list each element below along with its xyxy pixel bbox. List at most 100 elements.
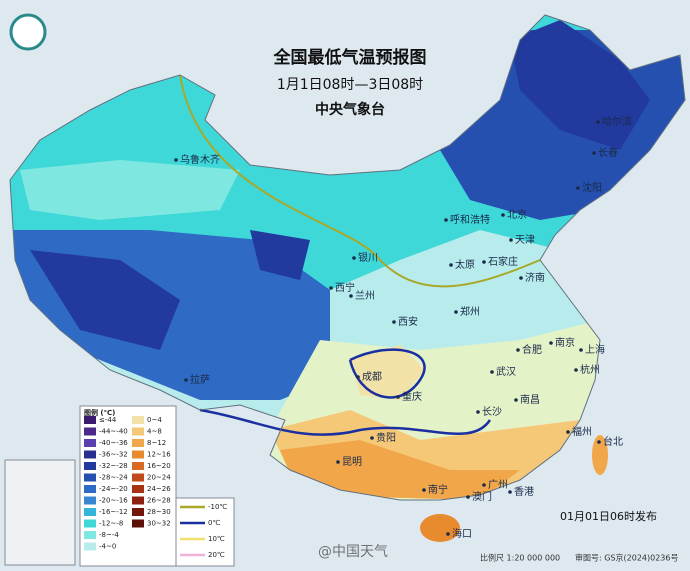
legend-swatch [132,508,144,516]
city-label: 兰州 [355,289,375,302]
city-label: 太原 [455,258,475,271]
legend-label: -16~-12 [99,508,128,516]
city-dot [549,341,553,345]
city-label: 海口 [452,527,472,540]
city-dot [508,490,512,494]
city-label: 沈阳 [582,181,602,194]
city-label: 杭州 [580,363,600,376]
legend-label: 20~24 [147,474,171,482]
city-dot [422,488,426,492]
legend-swatch [84,531,96,539]
city-dot [444,218,448,222]
legend-swatch [132,473,144,482]
city-label: 呼和浩特 [450,214,490,226]
city-label: 银川 [358,251,378,264]
city-dot [597,440,601,444]
city-dot [356,375,360,379]
scale: 比例尺 1:20 000 000 [480,553,560,563]
legend-swatch [132,439,144,447]
city-dot [566,430,570,434]
isotherm-0 [199,348,492,436]
city-dot [576,186,580,190]
city-dot [490,370,494,374]
legend-label: -40~-36 [99,439,128,447]
legend-label: -12~-8 [99,520,123,528]
legend-label: 4~8 [147,428,162,436]
hainan [420,514,460,542]
city-dot [370,436,374,440]
city-dot [352,256,356,260]
legend-label: 24~26 [147,485,171,493]
city-label: 北京 [507,208,527,221]
inset-map [4,459,76,566]
legend-swatch [84,450,96,459]
legend-swatch [84,473,96,482]
city-label: 拉萨 [190,373,210,386]
legend-swatch [84,427,96,436]
legend-label: 28~30 [147,508,171,516]
city-dot [336,460,340,464]
legend-label: 8~12 [147,439,166,447]
city-dot [174,158,178,162]
city-dot [516,348,520,352]
city-label: 西宁 [335,281,355,294]
logo [9,13,47,51]
city-label: 昆明 [342,456,362,468]
legend-line-label: 0℃ [208,519,220,527]
legend-swatch [84,519,96,528]
title: 全国最低气温预报图 [273,47,427,68]
legend-label: 26~28 [147,497,171,505]
city-dot [466,495,470,499]
city-label: 哈尔滨 [602,115,632,128]
city-label: 乌鲁木齐 [180,153,220,166]
legend-label: -8~-4 [99,531,119,539]
legend-swatch [84,416,96,424]
city-label: 长春 [598,147,618,159]
issued: 01月01日06时发布 [560,509,657,523]
legend-swatch [132,462,144,470]
city-dot [329,286,333,290]
city-label: 西安 [398,315,418,328]
legend-swatch [132,416,144,424]
legend-label: -4~0 [99,543,116,551]
city-label: 广州 [488,479,508,491]
approval: 审图号: GS京(2024)0236号 [575,553,678,563]
city-dot [579,348,583,352]
legend-line-label: 10℃ [208,535,225,543]
city-dot [574,368,578,372]
legend-label: -36~-32 [99,451,128,459]
city-dot [501,213,505,217]
city-dot [509,238,513,242]
city-label: 郑州 [460,305,480,318]
legend-label: -28~-24 [99,474,128,482]
city-dot [392,320,396,324]
city-label: 贵阳 [376,431,396,444]
city-dot [482,483,486,487]
legend-swatch [84,439,96,447]
legend-swatch [132,485,144,493]
city-dot [476,410,480,414]
city-label: 合肥 [522,343,542,356]
city-label: 石家庄 [488,255,518,268]
legend-label: ≤-44 [99,416,117,424]
city-dot [449,263,453,267]
isotherm-minus10 [179,74,541,288]
city-label: 济南 [525,271,545,284]
taiwan [592,435,608,475]
period: 1月1日08时—3日08时 [277,77,423,93]
legend-swatch [132,496,144,505]
city-dot [396,395,400,399]
legend-label: -24~-20 [99,485,128,493]
legend-line-label: 20℃ [208,551,225,559]
legend-label: -44~-40 [99,428,128,436]
city-label: 天津 [515,234,535,246]
watermark: @中国天气 [318,544,388,560]
legend-label: 12~16 [147,451,171,459]
city-label: 台北 [603,435,623,448]
city-label: 成都 [362,371,382,383]
legend-swatch [132,450,144,459]
city-dot [592,151,596,155]
city-label: 长沙 [482,406,502,418]
legend-swatch [84,542,96,551]
